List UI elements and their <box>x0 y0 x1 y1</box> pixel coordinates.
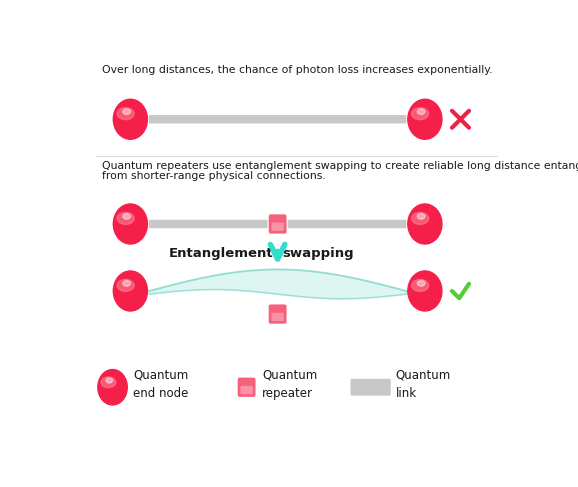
Ellipse shape <box>412 108 429 120</box>
FancyBboxPatch shape <box>149 115 406 124</box>
Ellipse shape <box>101 377 116 388</box>
Ellipse shape <box>123 214 131 219</box>
Ellipse shape <box>117 108 134 120</box>
Ellipse shape <box>113 271 147 311</box>
FancyBboxPatch shape <box>272 223 284 231</box>
Text: swapping: swapping <box>282 247 354 260</box>
FancyBboxPatch shape <box>238 377 255 397</box>
Ellipse shape <box>408 99 442 139</box>
FancyBboxPatch shape <box>288 220 406 228</box>
FancyBboxPatch shape <box>149 220 268 228</box>
Ellipse shape <box>98 370 127 405</box>
Text: Quantum
repeater: Quantum repeater <box>262 369 317 400</box>
Text: from shorter-range physical connections.: from shorter-range physical connections. <box>102 171 325 181</box>
Ellipse shape <box>113 204 147 244</box>
Ellipse shape <box>417 214 425 219</box>
FancyBboxPatch shape <box>272 313 284 321</box>
FancyBboxPatch shape <box>240 386 253 394</box>
Ellipse shape <box>417 109 425 114</box>
Ellipse shape <box>117 212 134 225</box>
Ellipse shape <box>408 204 442 244</box>
FancyBboxPatch shape <box>269 214 287 234</box>
Text: Quantum
link: Quantum link <box>395 369 451 400</box>
Text: Entanglement: Entanglement <box>168 247 273 260</box>
Ellipse shape <box>412 212 429 225</box>
Ellipse shape <box>417 281 425 286</box>
Ellipse shape <box>408 271 442 311</box>
Ellipse shape <box>117 280 134 291</box>
Ellipse shape <box>106 378 113 383</box>
Text: Quantum
end node: Quantum end node <box>134 369 189 400</box>
Ellipse shape <box>123 109 131 114</box>
FancyBboxPatch shape <box>269 304 287 324</box>
Ellipse shape <box>412 280 429 291</box>
Text: Over long distances, the chance of photon loss increases exponentially.: Over long distances, the chance of photo… <box>102 65 492 75</box>
Text: Quantum repeaters use entanglement swapping to create reliable long distance ent: Quantum repeaters use entanglement swapp… <box>102 161 578 171</box>
FancyBboxPatch shape <box>350 379 391 396</box>
Ellipse shape <box>123 281 131 286</box>
Ellipse shape <box>113 99 147 139</box>
